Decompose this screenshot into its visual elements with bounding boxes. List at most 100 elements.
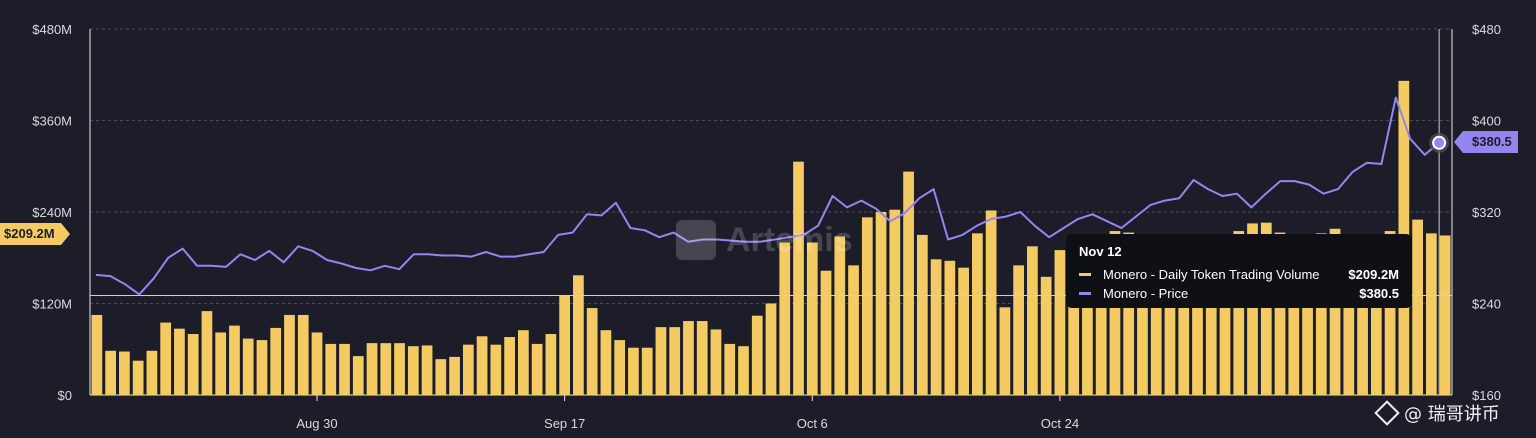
volume-bar [614, 340, 626, 395]
volume-bar [985, 210, 997, 395]
volume-bar [930, 259, 942, 395]
volume-bar [297, 314, 309, 395]
volume-bar [1425, 233, 1437, 395]
x-tick-label: Oct 6 [797, 416, 828, 431]
volume-bar [242, 338, 254, 395]
volume-bar [132, 360, 144, 395]
tooltip-date: Nov 12 [1079, 244, 1122, 259]
volume-bar [1123, 232, 1135, 395]
y-left-tick-label: $0 [58, 388, 72, 403]
volume-bar [435, 359, 447, 395]
volume-bar [999, 307, 1011, 395]
y-right-tick-label: $240 [1472, 297, 1501, 312]
volume-bar [421, 345, 433, 395]
y-right-tick-label: $320 [1472, 205, 1501, 220]
volume-bar [215, 332, 227, 395]
y-left-tick-label: $480M [32, 22, 72, 37]
volume-bar [806, 242, 818, 395]
corner-watermark-text: 瑞哥讲币 [1427, 404, 1500, 425]
volume-bar [1082, 246, 1093, 395]
volume-bar [958, 267, 969, 395]
tooltip-price-label: Monero - Price [1103, 286, 1189, 301]
volume-bar [1357, 237, 1368, 395]
volume-bar [339, 343, 350, 395]
volume-bar [174, 328, 185, 395]
volume-bar [683, 321, 694, 395]
corner-watermark: @ 瑞哥讲币 [1404, 404, 1500, 425]
volume-bar [1412, 219, 1423, 395]
volume-bar [751, 315, 763, 395]
volume-bar [1288, 253, 1300, 395]
volume-bar [1150, 253, 1162, 395]
volume-bar [916, 234, 928, 395]
price-marker-dot [1432, 135, 1447, 150]
volume-bar [1192, 240, 1203, 395]
volume-bar [1040, 276, 1052, 395]
volume-bar [490, 344, 502, 395]
tooltip-volume-value: $209.2M [1348, 267, 1399, 282]
volume-bar [545, 334, 557, 395]
volume-bar [971, 233, 983, 395]
volume-bar [724, 343, 736, 395]
tooltip-volume-label: Monero - Daily Token Trading Volume [1103, 267, 1320, 282]
volume-bar [311, 332, 323, 395]
volume-bar [600, 330, 612, 395]
volume-bar [1178, 251, 1190, 395]
volume-bar [669, 327, 681, 395]
volume-bar [1315, 233, 1327, 395]
y-right-tick-label: $160 [1472, 388, 1501, 403]
tooltip-row-price: Monero - Price $380.5 [1079, 284, 1399, 303]
volume-legend-swatch [1079, 273, 1091, 276]
volume-bar [1164, 265, 1176, 395]
volume-bar [229, 325, 240, 395]
hover-tooltip: Nov 12 Monero - Daily Token Trading Volu… [1066, 234, 1412, 308]
volume-bar [1260, 222, 1272, 395]
volume-bar [944, 260, 956, 395]
y-left-tick-label: $120M [32, 297, 72, 312]
volume-bar [628, 347, 639, 395]
volume-bar [696, 321, 708, 395]
volume-bar [462, 344, 474, 395]
volume-bar [531, 343, 543, 395]
volume-bar [738, 346, 749, 395]
volume-bar [573, 275, 584, 395]
volume-bar [848, 265, 859, 395]
volume-bar [1137, 238, 1148, 395]
volume-bar [1439, 235, 1451, 395]
x-tick-label: Aug 30 [296, 416, 337, 431]
volume-bar [903, 171, 914, 395]
volume-bar [1247, 223, 1258, 395]
artemis-watermark: Artemis [676, 220, 853, 260]
volume-bar [187, 334, 199, 395]
volume-bar [1384, 231, 1396, 395]
volume-bar [655, 327, 667, 395]
volume-bar [1233, 231, 1245, 395]
volume-bar [641, 347, 653, 395]
volume-bar [1054, 250, 1066, 395]
volume-bar [1329, 228, 1341, 395]
y-left-tick-label: $240M [32, 205, 72, 220]
volume-bar [875, 212, 887, 395]
x-tick-label: Sep 17 [544, 416, 585, 431]
volume-bar [1068, 242, 1080, 395]
volume-bar [380, 343, 392, 395]
volume-bar [1013, 265, 1025, 395]
volume-bar [352, 356, 364, 395]
tooltip-price-value: $380.5 [1359, 286, 1399, 301]
volume-bar [1219, 261, 1231, 395]
volume-bar [91, 314, 103, 395]
volume-bar [1274, 232, 1286, 395]
volume-value-badge: $209.2M [0, 223, 70, 245]
volume-bar [834, 236, 846, 395]
volume-bar [793, 161, 804, 395]
volume-bar [119, 351, 130, 395]
volume-bar [146, 350, 158, 395]
price-line [95, 96, 1440, 296]
volume-bar [889, 209, 901, 395]
volume-bar [1027, 246, 1038, 395]
price-value-badge: $380.5 [1454, 131, 1518, 153]
y-right-tick-label: $400 [1472, 114, 1501, 129]
volume-bar [256, 340, 268, 395]
